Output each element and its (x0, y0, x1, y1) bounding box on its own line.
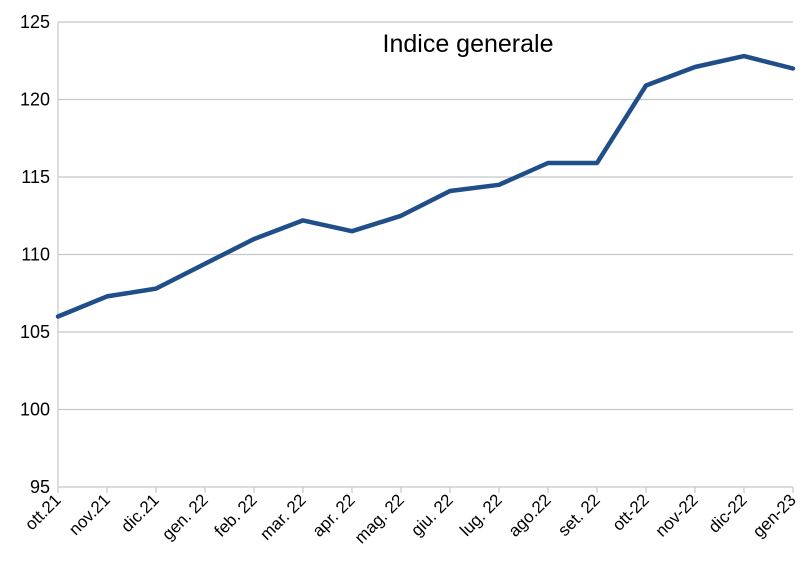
y-tick-label: 115 (21, 167, 50, 187)
y-tick-label: 105 (20, 322, 50, 342)
y-tick-label: 100 (20, 400, 50, 420)
series-group (55, 53, 796, 319)
data-point (301, 218, 305, 222)
x-tick-label: nov-22 (652, 490, 702, 540)
data-point (693, 65, 697, 69)
data-point (399, 214, 403, 218)
data-point (448, 189, 452, 193)
chart-title: Indice generale (383, 30, 554, 58)
x-tick-label: dic.21 (117, 490, 163, 536)
x-tick-label: mag. 22 (351, 490, 408, 547)
x-tick-label: feb. 22 (211, 490, 261, 540)
x-tick-label: giu. 22 (407, 490, 457, 540)
data-point (644, 83, 648, 87)
data-point (595, 161, 599, 165)
x-tick-label: ott-22 (609, 490, 653, 534)
y-axis-ticks: 95 100 105 110 115 120 125 (20, 12, 50, 497)
y-tick-label: 125 (20, 12, 50, 32)
data-point (252, 237, 256, 241)
data-point (154, 286, 158, 290)
x-tick-label: dic-22 (705, 490, 751, 536)
gridlines (58, 21, 793, 488)
data-point (56, 314, 60, 318)
data-point (791, 66, 795, 70)
data-point (546, 161, 550, 165)
x-tick-label: set. 22 (554, 490, 604, 540)
x-tick-label: lug. 22 (456, 490, 506, 540)
x-tick-label: mar. 22 (256, 490, 310, 544)
x-tick-label: ago.22 (505, 490, 555, 540)
y-tick-label: 95 (30, 477, 50, 497)
y-tick-label: 110 (21, 245, 50, 265)
data-point (203, 262, 207, 266)
x-tick-label: nov.21 (65, 490, 114, 539)
data-point (105, 294, 109, 298)
x-tick-label: gen. 22 (158, 490, 212, 544)
y-tick-label: 120 (20, 90, 50, 110)
data-point (742, 54, 746, 58)
series-line (55, 53, 796, 319)
data-point (350, 229, 354, 233)
data-point (497, 183, 501, 187)
x-tick-label: gen-23 (749, 490, 800, 541)
